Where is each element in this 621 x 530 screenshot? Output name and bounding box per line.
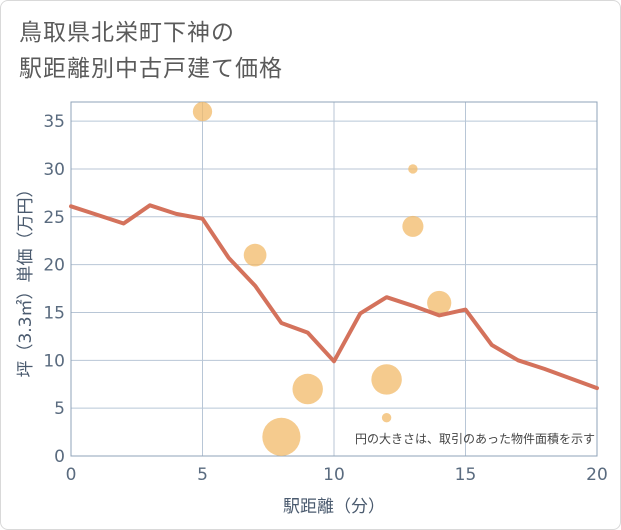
plot-area-border <box>70 101 598 457</box>
title-line-2: 駅距離別中古戸建て価格 <box>19 56 283 82</box>
y-tick-label-15: 15 <box>43 303 65 323</box>
x-tick-label-0: 0 <box>66 465 77 485</box>
y-tick-label-25: 25 <box>43 208 65 228</box>
x-tick-label-15: 15 <box>455 465 477 485</box>
x-tick-label-5: 5 <box>197 465 208 485</box>
average-line <box>69 203 599 391</box>
y-tick-label-10: 10 <box>43 351 65 371</box>
bubble-point-5 <box>381 413 392 423</box>
bubble-point-2 <box>262 417 301 456</box>
bubble-point-7 <box>402 215 424 237</box>
bubble-size-note: 円の大きさは、取引のあった物件面積を示す <box>355 431 595 446</box>
tick-labels: 0 5 10 15 20 25 30 35 0 5 10 15 20 <box>43 112 607 485</box>
bubble-point-1 <box>243 243 267 267</box>
y-tick-label-35: 35 <box>43 112 65 132</box>
x-tick-label-20: 20 <box>586 465 608 485</box>
x-tick-label-10: 10 <box>323 465 345 485</box>
average-price-line <box>69 203 599 391</box>
bubble-point-4 <box>371 364 402 395</box>
x-axis-label: 駅距離（分） <box>283 497 385 517</box>
y-tick-label-20: 20 <box>43 256 65 276</box>
bubbles <box>192 101 452 456</box>
chart-title: 鳥取県北栄町下神の 駅距離別中古戸建て価格 <box>19 15 579 87</box>
bubble-point-3 <box>292 373 323 405</box>
bubble-point-0 <box>192 101 213 122</box>
bubble-point-6 <box>408 164 418 174</box>
bubble-point-8 <box>427 290 452 316</box>
y-tick-label-0: 0 <box>54 447 65 467</box>
y-axis-label: 坪（3.3㎡）単価（万円） <box>16 180 36 377</box>
y-tick-label-5: 5 <box>54 399 65 419</box>
grid <box>70 102 598 457</box>
title-line-1: 鳥取県北栄町下神の <box>19 20 235 46</box>
y-tick-label-30: 30 <box>43 160 65 180</box>
